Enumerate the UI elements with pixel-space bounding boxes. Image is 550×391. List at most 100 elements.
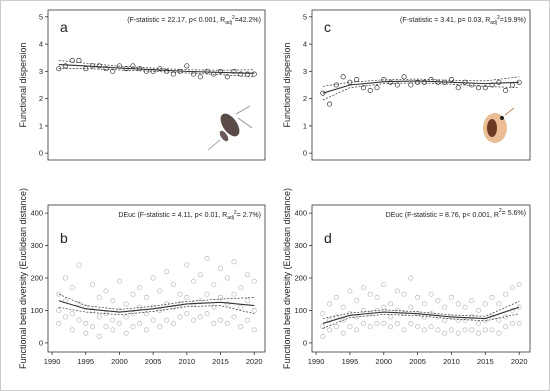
data-point [387,324,394,330]
data-point [170,320,176,326]
data-point [170,71,176,77]
data-point [333,324,339,330]
data-point [469,298,475,304]
data-point [217,294,224,301]
data-point [435,327,441,333]
y-tick-label: 3 [303,67,307,76]
data-point [231,259,237,265]
data-point [482,301,488,307]
data-point [394,320,400,326]
x-tick-label: 2000 [375,357,392,366]
data-point [455,317,461,323]
data-point [62,314,69,320]
data-point [340,74,346,80]
y-axis-label: Functional beta diversity (Euclidean dis… [18,188,28,369]
x-tick-label: 2020 [511,357,528,366]
data-point [320,90,326,96]
data-point [217,317,224,323]
data-point [401,291,407,297]
y-tick-label: 0 [39,338,43,347]
stat-part: = 2.7%) [237,212,261,219]
plot-frame [47,9,266,161]
data-point [110,298,116,304]
data-point [69,285,75,291]
data-point [408,304,414,310]
data-point [116,320,122,326]
data-point [191,278,197,284]
x-tick-label: 1990 [44,357,61,366]
data-point [62,275,69,281]
y-axis-label: Functional dispersion [282,42,292,127]
stat-part: DEuc (F-statistic = 8.76, p< 0.001, R [386,212,499,219]
stat-part: 2 [499,208,502,214]
x-tick-label: 2005 [145,357,162,366]
data-point [394,82,400,88]
data-point [347,324,353,330]
stat-part: = 5.6%) [502,210,526,217]
data-point [516,281,522,288]
data-point [251,307,257,314]
data-point [374,85,380,91]
data-point [408,275,414,281]
data-point [96,333,102,339]
data-point [164,68,170,74]
y-tick-label: 1 [303,121,307,130]
stat-part: (F-statistic = 3.41, p= 0.03, R [400,17,490,24]
data-point [238,304,244,310]
data-point [184,294,190,301]
data-point [76,57,82,64]
data-point [503,87,509,94]
stat-part: DEuc (F-statistic = 4.11, p< 0.01, R [118,212,227,219]
data-point [489,294,495,301]
data-point [83,330,89,336]
y-tick-label: 5 [39,12,43,21]
data-point [367,324,373,330]
ci-upper [58,60,255,71]
y-tick-label: 100 [294,306,307,315]
y-tick-label: 400 [294,209,307,218]
data-point [197,272,203,278]
y-tick-label: 2 [303,94,307,103]
data-point [69,311,75,317]
y-tick-label: 2 [39,94,43,103]
data-point [428,311,434,317]
data-point [137,320,143,326]
stat-annotation: (F-statistic = 22.17, p< 0.001, Radj2=42… [127,15,261,26]
y-tick-label: 0 [303,149,307,158]
data-point [96,63,102,69]
data-point [462,304,468,310]
data-point [475,85,482,91]
data-point [83,304,89,310]
data-point [327,301,333,307]
data-point [496,330,502,336]
stat-part: =19.9%) [500,17,526,24]
data-point [320,324,326,330]
data-point [448,294,455,301]
data-point [374,294,380,301]
x-tick-label: 1995 [77,357,94,366]
data-point [224,74,230,80]
y-tick-label: 4 [303,40,307,49]
data-point [211,320,217,326]
data-point [123,330,129,336]
data-point [170,304,176,310]
data-point [103,66,109,72]
x-tick-label: 2005 [409,357,426,366]
data-point [123,314,129,320]
y-tick-label: 4 [39,40,43,49]
ci-upper [322,301,520,319]
data-point [231,68,237,74]
data-point [184,262,190,268]
data-point [177,291,183,297]
data-point [89,307,96,314]
data-point [408,320,414,326]
fit-line [322,306,520,324]
panel-letter: c [324,19,331,35]
data-point [130,291,136,297]
y-tick-label: 200 [30,274,43,283]
x-tick-label: 2015 [477,357,494,366]
data-point [320,333,326,339]
data-point [482,327,488,333]
stat-part: 2 [497,15,500,21]
data-point [340,304,346,310]
